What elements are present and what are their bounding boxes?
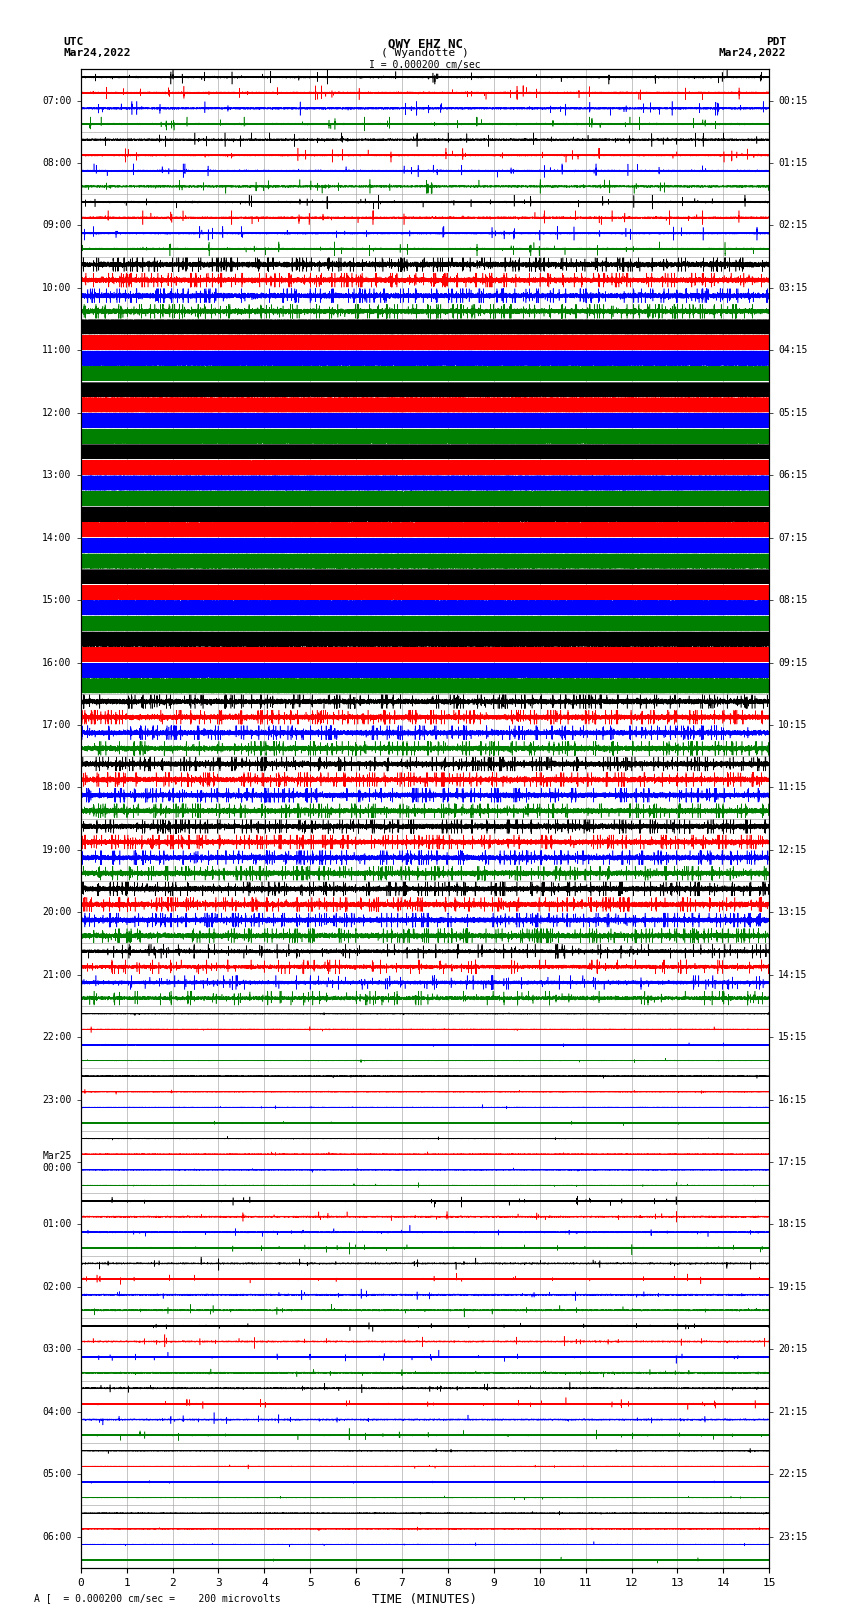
Text: PDT: PDT [766,37,786,47]
Text: ( Wyandotte ): ( Wyandotte ) [381,48,469,58]
Text: I = 0.000200 cm/sec: I = 0.000200 cm/sec [369,60,481,69]
Text: Mar24,2022: Mar24,2022 [719,48,786,58]
X-axis label: TIME (MINUTES): TIME (MINUTES) [372,1594,478,1607]
Text: Mar24,2022: Mar24,2022 [64,48,131,58]
Text: UTC: UTC [64,37,84,47]
Text: A [  = 0.000200 cm/sec =    200 microvolts: A [ = 0.000200 cm/sec = 200 microvolts [34,1594,280,1603]
Text: QWY EHZ NC: QWY EHZ NC [388,37,462,50]
